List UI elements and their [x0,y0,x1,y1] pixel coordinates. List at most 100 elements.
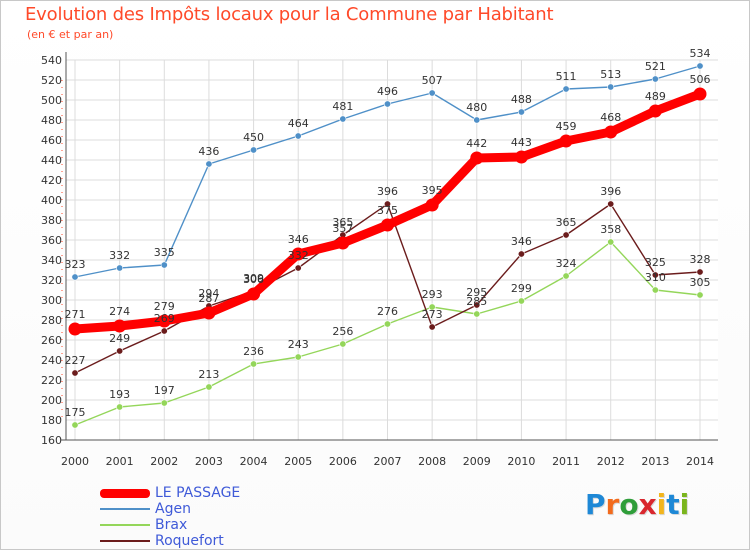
data-point-agen [696,62,704,70]
x-tick-label: 2005 [284,455,312,468]
data-point-agen [562,85,570,93]
data-point-brax [71,421,79,429]
data-label-brax: 310 [645,271,666,284]
x-tick-label: 2012 [597,455,625,468]
data-point-roquefort [696,268,704,276]
chart-subtitle: (en € et par an) [27,28,114,41]
data-point-agen [160,261,168,269]
data-label-le-passage: 506 [690,73,711,86]
data-label-agen: 436 [198,145,219,158]
data-point-roquefort [383,200,391,208]
data-label-agen: 332 [109,249,130,262]
x-tick-label: 2000 [61,455,89,468]
legend-label: Brax [155,517,188,533]
data-point-le-passage [693,87,707,101]
data-point-brax [607,238,615,246]
y-tick-label: 200 [41,394,62,407]
data-label-le-passage: 375 [377,204,398,217]
data-point-brax [339,340,347,348]
data-label-roquefort: 396 [600,185,621,198]
data-label-brax: 175 [65,406,86,419]
grid-layer [66,59,718,441]
data-point-brax [562,272,570,280]
data-label-le-passage: 357 [332,222,353,235]
data-point-brax [250,360,258,368]
legend-label: LE PASSAGE [155,485,241,501]
plot-area [66,60,718,440]
data-point-le-passage [381,218,394,232]
x-tick-label: 2001 [106,455,134,468]
data-label-agen: 534 [690,47,711,60]
data-label-le-passage: 395 [422,184,443,197]
data-label-le-passage: 346 [288,233,309,246]
x-tick-label: 2006 [329,455,357,468]
data-point-agen [116,264,124,272]
data-point-brax [205,383,213,391]
series-layer [68,62,707,429]
data-label-roquefort: 332 [288,249,309,262]
y-tick-label: 420 [41,174,62,187]
data-point-agen [339,115,347,123]
data-label-layer: 271 274 279 287 306 346 357 375 395 442 443 459 468 4… [65,47,711,419]
data-point-brax [160,399,168,407]
data-point-agen [71,273,79,281]
data-point-agen [383,100,391,108]
data-label-le-passage: 468 [600,111,621,124]
y-tick-label: 540 [41,54,62,67]
data-point-roquefort [473,301,481,309]
logo-letter: t [666,488,680,521]
data-label-brax: 236 [243,345,264,358]
logo-letter: i [656,488,667,521]
y-tick-label: 380 [41,214,62,227]
data-point-le-passage [68,322,82,336]
y-tick-label: 360 [41,234,62,247]
data-point-agen [517,108,525,116]
y-tick-label: 520 [41,74,62,87]
data-label-agen: 513 [600,68,621,81]
data-label-brax: 256 [332,325,353,338]
logo-letter: P [585,488,606,521]
data-point-roquefort [562,231,570,239]
y-tick-label: 280 [41,314,62,327]
data-point-brax [116,403,124,411]
data-label-roquefort: 309 [243,272,264,285]
y-tick-label: 460 [41,134,62,147]
data-point-roquefort [71,369,79,377]
data-label-agen: 488 [511,93,532,106]
legend-label: Roquefort [155,533,224,549]
x-tick-label: 2003 [195,455,223,468]
data-point-roquefort [651,271,659,279]
chart-title: Evolution des Impôts locaux pour la Comm… [25,4,554,25]
y-tick-label: 300 [41,294,62,307]
y-tick-label: 240 [41,354,62,367]
data-point-le-passage [470,151,484,165]
data-point-le-passage [604,125,618,139]
data-point-le-passage [559,134,573,148]
y-tick-label: 260 [41,334,62,347]
y-tick-label: 180 [41,414,62,427]
data-label-brax: 243 [288,338,309,351]
logo-letter: r [605,488,620,521]
data-label-brax: 213 [198,368,219,381]
x-tick-label: 2009 [463,455,491,468]
y-tick-label: 440 [41,154,62,167]
data-label-agen: 335 [154,246,175,259]
data-point-brax [383,320,391,328]
data-point-agen [473,116,481,124]
x-tick-label: 2011 [552,455,580,468]
y-tick-label: 480 [41,114,62,127]
y-tick-label: 500 [41,94,62,107]
x-tick-label: 2010 [507,455,535,468]
data-label-roquefort: 346 [511,235,532,248]
data-label-roquefort: 249 [109,332,130,345]
data-label-agen: 496 [377,85,398,98]
data-label-roquefort: 269 [154,312,175,325]
data-label-brax: 193 [109,388,130,401]
data-point-le-passage [247,287,261,301]
data-label-roquefort: 273 [422,308,443,321]
data-label-le-passage: 489 [645,90,666,103]
axis-layer: 160 180 200 220 240 260 280 300 320 340 360 380 400 4… [41,52,718,468]
data-point-agen [607,83,615,91]
data-point-agen [205,160,213,168]
data-label-roquefort: 365 [332,216,353,229]
